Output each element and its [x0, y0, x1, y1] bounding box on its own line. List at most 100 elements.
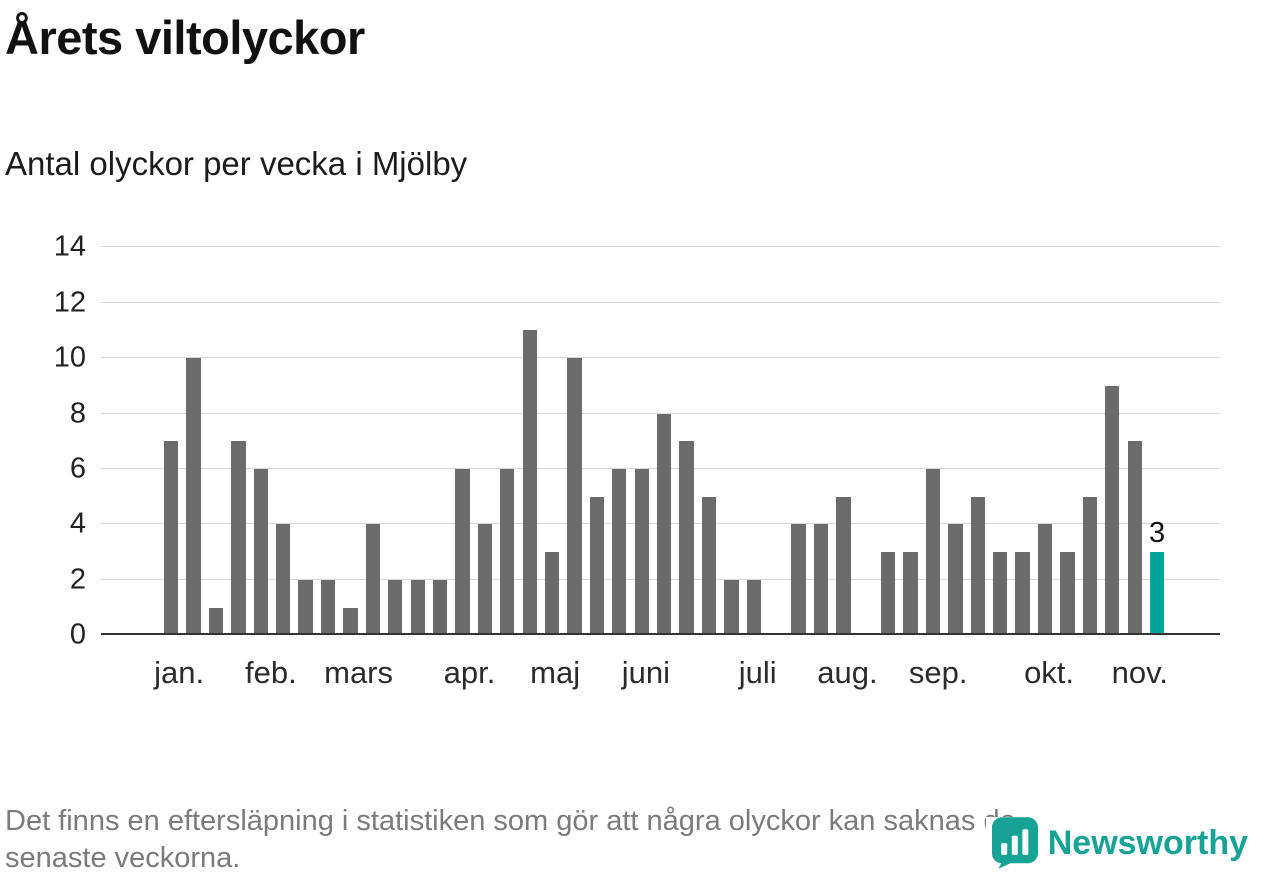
- y-tick-label: 0: [69, 618, 86, 651]
- bar-slot: [765, 247, 787, 635]
- bar: [186, 358, 201, 636]
- bar-slot: [384, 247, 406, 636]
- bar: [881, 552, 896, 636]
- bar: [903, 552, 918, 636]
- gridline: [101, 246, 1220, 248]
- bar-slot: [250, 247, 272, 636]
- bar-slot: [474, 247, 496, 636]
- bar-slot: [496, 247, 518, 636]
- bar-slot: [832, 247, 854, 636]
- bar-slot: [406, 247, 428, 636]
- bar-slot: [541, 247, 563, 636]
- bar-slot: [787, 247, 809, 636]
- bar: [679, 441, 694, 636]
- y-tick-label: 4: [69, 507, 86, 540]
- bar: [253, 469, 268, 636]
- bar-slot: 3: [1146, 247, 1168, 636]
- newsworthy-icon: [991, 817, 1038, 869]
- x-tick-label-sep: sep.: [908, 655, 968, 691]
- bar-slot: [743, 247, 765, 636]
- bar: [298, 579, 313, 636]
- bar-slot: [720, 247, 742, 636]
- bar-slot: [631, 247, 653, 636]
- bar-slot: [1079, 247, 1101, 636]
- x-tick-label-jan: jan.: [154, 655, 205, 691]
- x-tick-label-juni: juni: [621, 655, 670, 691]
- plot-area: 0 2 4 6 8 10 12 14 3: [54, 232, 1220, 649]
- bar: [612, 469, 627, 636]
- x-tick-label-nov: nov.: [1111, 655, 1168, 691]
- bar: [993, 552, 1008, 636]
- bar-slot: [653, 247, 675, 636]
- x-axis-labels: jan. feb. mars apr. maj juni juli aug. sep. okt. n…: [154, 655, 1168, 697]
- bar-slot: [160, 247, 182, 636]
- bar: [925, 469, 941, 636]
- bar-slot: [227, 247, 249, 636]
- bar-slot: [451, 247, 473, 636]
- bar: [813, 524, 829, 636]
- y-tick-label: 8: [69, 397, 86, 430]
- bar: [544, 552, 560, 636]
- footnote-line-1: Det finns en eftersläpning i statistiken…: [5, 804, 1016, 837]
- bar: [164, 441, 179, 636]
- bar-slot: [205, 247, 227, 636]
- y-tick-label: 2: [69, 563, 86, 596]
- chart-footnote: Det finns en eftersläpning i statistiken…: [5, 803, 1016, 877]
- bar: [1082, 496, 1098, 636]
- bar-slot: [877, 247, 899, 636]
- bar-slot: [429, 247, 451, 636]
- bar-value-label: 3: [1148, 517, 1166, 550]
- bar-slot: [989, 247, 1011, 636]
- bar: [1037, 524, 1053, 636]
- bar: [365, 524, 381, 636]
- chart-subtitle: Antal olyckor per vecka i Mjölby: [5, 144, 468, 182]
- bar: [746, 579, 761, 636]
- bar-slot: [1034, 247, 1056, 636]
- bar-slot: [810, 247, 832, 636]
- bar-slot: [182, 247, 204, 636]
- bar: [320, 579, 336, 636]
- bar-slot: [922, 247, 944, 636]
- bar-slot: [967, 247, 989, 636]
- bar-slot: [317, 247, 339, 636]
- x-tick-label-aug: aug.: [817, 655, 878, 691]
- bar-highlighted: 3: [1149, 519, 1165, 636]
- y-tick-label: 14: [53, 230, 86, 263]
- gridline: [101, 301, 1220, 303]
- bar: [522, 330, 537, 636]
- bar-slot: [855, 247, 877, 635]
- x-tick-label-apr: apr.: [443, 655, 496, 691]
- x-tick-label-okt: okt.: [1024, 655, 1075, 691]
- bar: [589, 496, 605, 636]
- y-tick-label: 6: [69, 452, 86, 485]
- bar-slot: [698, 247, 720, 636]
- bar: [836, 496, 851, 636]
- chart-title: Årets viltolyckor: [5, 11, 365, 64]
- bar-slot: [362, 247, 384, 636]
- bar-slot: [1056, 247, 1078, 636]
- bar: [477, 524, 493, 636]
- newsworthy-wordmark: Newsworthy: [1047, 824, 1248, 862]
- bar-slot: [608, 247, 630, 636]
- bar: [791, 524, 806, 636]
- newsworthy-logo: Newsworthy: [985, 817, 1248, 869]
- bar: [1060, 552, 1075, 636]
- bars-group: 3: [160, 247, 1168, 636]
- y-tick-label: 10: [53, 341, 86, 374]
- bar: [656, 413, 672, 636]
- bar: [724, 579, 739, 636]
- bar-slot: [1123, 247, 1145, 636]
- gridline: [101, 357, 1220, 359]
- bar-slot: [899, 247, 921, 636]
- bar: [701, 496, 717, 636]
- bar-slot: [519, 247, 541, 636]
- footnote-line-2: senaste veckorna.: [5, 841, 241, 874]
- bar-chart: 0 2 4 6 8 10 12 14 3 jan. feb. mars apr. maj juni juli…: [5, 232, 1262, 711]
- x-axis-line: [101, 633, 1220, 636]
- bar: [567, 358, 582, 636]
- bar: [388, 579, 403, 636]
- x-tick-label-mars: mars: [324, 655, 394, 691]
- bar: [455, 469, 470, 636]
- bar: [410, 579, 425, 636]
